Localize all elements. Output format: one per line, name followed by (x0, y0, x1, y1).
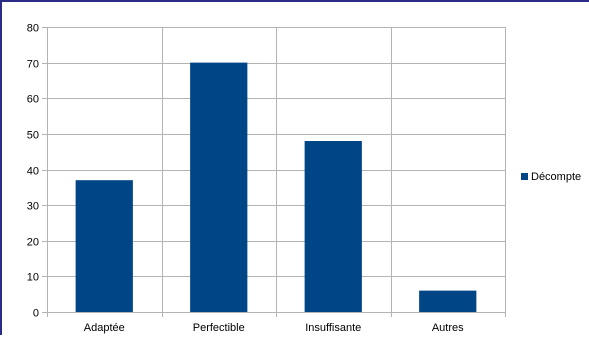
y-tick-label: 0 (33, 308, 39, 320)
bars (75, 62, 477, 312)
y-tick-label: 30 (27, 201, 39, 213)
y-tick-label: 60 (27, 94, 39, 106)
bar-insuffisante (304, 141, 362, 312)
y-tick-labels: 0 10 20 30 40 50 60 70 80 (27, 23, 39, 320)
y-tick-label: 20 (27, 237, 39, 249)
legend: Décompte (521, 171, 581, 183)
bar-perfectible (190, 62, 248, 312)
axes (47, 27, 506, 317)
x-tick-label: Autres (432, 322, 464, 334)
legend-label: Décompte (531, 171, 581, 183)
x-tick-label: Perfectible (193, 322, 245, 334)
x-tick-label: Adaptée (84, 322, 125, 334)
x-tick-label: Insuffisante (305, 322, 361, 334)
y-tick-label: 50 (27, 130, 39, 142)
legend-swatch (521, 173, 528, 180)
y-tick-label: 70 (27, 59, 39, 71)
x-tick-labels: Adaptée Perfectible Insuffisante Autres (84, 322, 464, 334)
y-tick-label: 80 (27, 23, 39, 35)
y-tick-label: 10 (27, 272, 39, 284)
bar-adaptée (75, 180, 133, 312)
bar-autres (419, 290, 477, 312)
y-tick-label: 40 (27, 166, 39, 178)
